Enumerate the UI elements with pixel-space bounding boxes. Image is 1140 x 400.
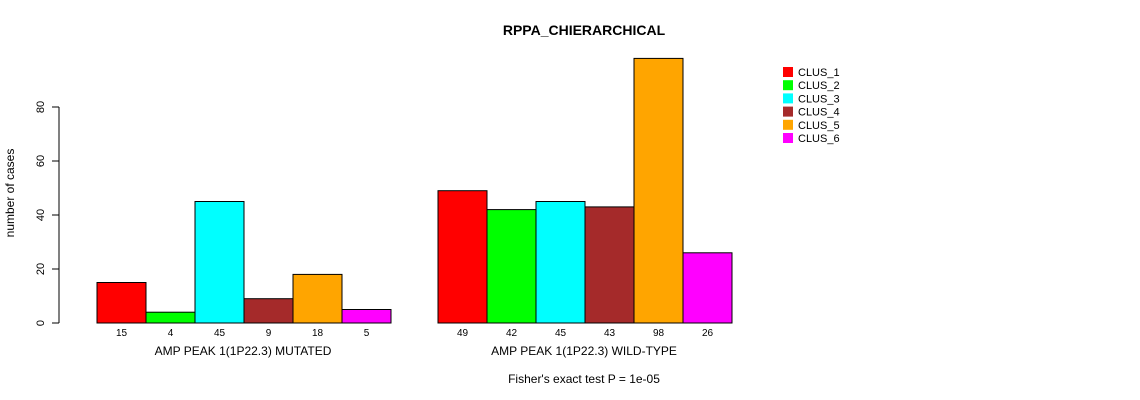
legend-label-clus-1: CLUS_1 bbox=[798, 67, 840, 79]
chart-title: RPPA_CHIERARCHICAL bbox=[503, 22, 666, 38]
bar-g1-clus-3 bbox=[535, 201, 586, 324]
bar-count-label: 43 bbox=[604, 328, 616, 339]
legend-swatch-clus-3 bbox=[783, 93, 793, 104]
y-tick-label-40: 40 bbox=[35, 209, 47, 221]
legend-swatch-clus-2 bbox=[783, 80, 793, 91]
y-tick-label-0: 0 bbox=[35, 320, 47, 326]
legend-label-clus-6: CLUS_6 bbox=[798, 133, 840, 145]
bar-count-label: 98 bbox=[653, 328, 665, 339]
bar-g0-clus-1 bbox=[96, 282, 147, 324]
legend-label-clus-2: CLUS_2 bbox=[798, 80, 840, 92]
bar-labels: 15 4 45 9 18 5 49 42 45 43 98 26 bbox=[116, 328, 714, 339]
bar-g1-clus-2 bbox=[486, 209, 537, 324]
bar-count-label: 26 bbox=[702, 328, 714, 339]
legend-swatch-clus-4 bbox=[783, 106, 793, 117]
bar-g0-clus-6 bbox=[341, 309, 392, 324]
bar-g0-clus-4 bbox=[243, 298, 294, 324]
y-axis: 0 20 40 60 80 bbox=[35, 101, 60, 326]
fisher-test-footnote: Fisher's exact test P = 1e-05 bbox=[508, 372, 660, 386]
legend-swatch-clus-5 bbox=[783, 119, 793, 130]
legend-swatch-clus-6 bbox=[783, 133, 793, 143]
y-tick-label-20: 20 bbox=[35, 263, 47, 275]
legend-swatch-clus-1 bbox=[783, 67, 793, 77]
bar-g1-clus-6 bbox=[682, 252, 733, 324]
bars bbox=[96, 57, 733, 324]
bar-g1-clus-1 bbox=[437, 190, 488, 324]
bar-count-label: 45 bbox=[214, 328, 226, 339]
bar-g1-clus-4 bbox=[584, 206, 635, 324]
y-axis-label: number of cases bbox=[3, 149, 17, 238]
bar-count-label: 15 bbox=[116, 328, 128, 339]
legend-label-clus-4: CLUS_4 bbox=[798, 107, 840, 119]
bar-count-label: 4 bbox=[168, 328, 174, 339]
bar-count-label: 5 bbox=[364, 328, 370, 339]
legend-label-clus-3: CLUS_3 bbox=[798, 93, 840, 105]
bar-count-label: 42 bbox=[506, 328, 518, 339]
bar-g0-clus-2 bbox=[145, 311, 196, 324]
bar-count-label: 49 bbox=[457, 328, 469, 339]
y-tick-label-80: 80 bbox=[35, 101, 47, 113]
bar-g1-clus-5 bbox=[633, 57, 684, 324]
group-label-wild-type: AMP PEAK 1(1P22.3) WILD-TYPE bbox=[491, 344, 677, 358]
bar-g0-clus-3 bbox=[194, 201, 245, 324]
legend-label-clus-5: CLUS_5 bbox=[798, 120, 840, 132]
bar-g0-clus-5 bbox=[292, 273, 343, 324]
bar-count-label: 18 bbox=[312, 328, 324, 339]
bar-count-label: 9 bbox=[266, 328, 272, 339]
y-tick-label-60: 60 bbox=[35, 155, 47, 167]
group-label-mutated: AMP PEAK 1(1P22.3) MUTATED bbox=[155, 344, 332, 358]
bar-count-label: 45 bbox=[555, 328, 567, 339]
